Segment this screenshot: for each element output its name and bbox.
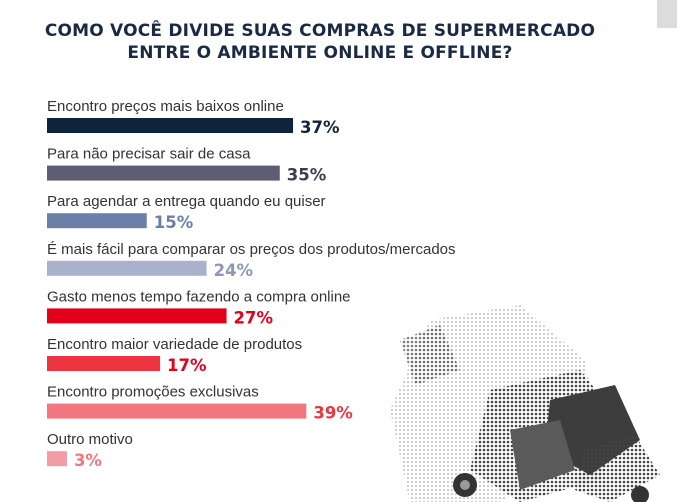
shopping-cart-illustration [390,305,660,502]
chart-title-line-2: ENTRE O AMBIENTE ONLINE E OFFLINE? [127,43,513,63]
chart-title-line-1: COMO VOCÊ DIVIDE SUAS COMPRAS DE SUPERME… [44,21,596,41]
value-label: 37% [300,118,340,137]
category-label: Encontro promoções exclusivas [47,384,259,401]
category-label: Gasto menos tempo fazendo a compra onlin… [47,288,351,305]
corner-tab [657,0,677,28]
chart-title: COMO VOCÊ DIVIDE SUAS COMPRAS DE SUPERME… [0,20,640,64]
value-label: 27% [234,308,274,327]
category-label: Para não precisar sair de casa [47,146,251,163]
bar [47,308,227,324]
bar [47,260,207,276]
bar [47,451,67,467]
value-label: 35% [287,166,327,185]
bar [47,213,147,229]
category-label: É mais fácil para comparar os preços dos… [47,241,456,258]
bar [47,356,161,371]
bar [47,165,280,181]
value-label: 3% [74,451,102,470]
value-label: 15% [154,213,194,232]
value-label: 39% [313,404,353,423]
category-label: Outro motivo [47,431,133,448]
bar [47,118,294,133]
bar [47,403,307,419]
value-label: 17% [167,356,207,375]
value-label: 24% [214,261,254,280]
category-label: Encontro preços mais baixos online [47,98,284,115]
cart-icon [390,305,660,502]
category-label: Encontro maior variedade de produtos [47,336,302,353]
category-label: Para agendar a entrega quando eu quiser [47,193,326,210]
